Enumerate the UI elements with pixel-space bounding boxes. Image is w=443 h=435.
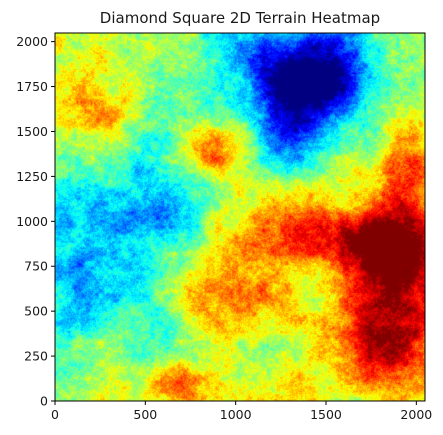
y-tick-label: 1500 — [16, 124, 48, 139]
heatmap-image — [55, 33, 425, 401]
y-tick-label: 1000 — [16, 214, 48, 229]
x-tick-label: 1500 — [310, 407, 342, 422]
x-tick-label: 0 — [51, 407, 59, 422]
x-axis: 0 500 1000 1500 2000 — [51, 401, 432, 422]
x-tick-label: 1000 — [220, 407, 252, 422]
chart-title: Diamond Square 2D Terrain Heatmap — [100, 9, 380, 27]
y-axis: 0 250 500 750 1000 1250 1500 1750 2000 — [16, 34, 55, 409]
x-tick-label: 500 — [133, 407, 157, 422]
y-tick-label: 250 — [24, 349, 48, 364]
plot-frame — [54, 32, 426, 402]
y-tick-label: 0 — [40, 394, 48, 409]
y-tick-label: 1750 — [16, 79, 48, 94]
y-tick-label: 750 — [24, 259, 48, 274]
x-tick-label: 2000 — [400, 407, 432, 422]
y-tick-label: 500 — [24, 304, 48, 319]
y-tick-label: 1250 — [16, 169, 48, 184]
y-tick-label: 2000 — [16, 34, 48, 49]
